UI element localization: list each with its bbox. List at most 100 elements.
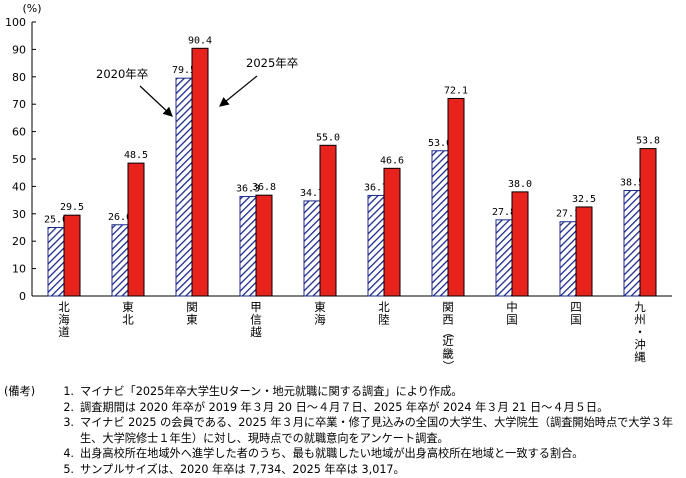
note-number: 2. — [63, 400, 74, 414]
data-label: 36.8 — [252, 182, 276, 193]
bar-series1 — [431, 150, 449, 297]
data-label: 72.1 — [444, 85, 468, 96]
data-label: 55.0 — [316, 132, 340, 143]
bar-series2 — [575, 206, 593, 297]
category-label: 北陸 — [378, 300, 390, 327]
svg-text:九: 九 — [634, 300, 646, 314]
note-number: 3. — [63, 416, 74, 430]
note-number: 5. — [63, 462, 74, 476]
bars: 25.0 29.5 26.0 48.5 79.5 90.4 36.336.8 34.7 55.0… — [44, 35, 660, 297]
data-label: 36.7 — [364, 182, 388, 193]
note-text: 調査期間は 2020 年卒が 2019 年３月 20 日～４月７日、2025 年… — [80, 400, 609, 414]
note-text: マイナビ 2025 の会員である、2025 年３月に卒業・修了見込みの全国の大学… — [80, 416, 674, 445]
y-tick-label: 20 — [12, 235, 26, 248]
y-tick-label: 70 — [12, 98, 26, 111]
y-tick-label: 80 — [12, 71, 26, 84]
annotations: 2020年卒 2025年卒 — [96, 56, 298, 117]
svg-text:東: 東 — [186, 313, 198, 327]
category-label: 北海道 — [58, 300, 70, 339]
annotation-2025-arrow — [219, 75, 258, 107]
note-5: 5. サンプルサイズは、2020 年卒は 7,734、2025 年卒は 3,01… — [4, 462, 684, 478]
annotation-2025: 2025年卒 — [246, 56, 298, 70]
data-label: 48.5 — [124, 150, 148, 161]
category-label: 甲信越 — [250, 300, 262, 339]
bar-series1 — [303, 200, 321, 297]
bar-series1 — [495, 219, 513, 297]
svg-text:東: 東 — [122, 300, 134, 314]
data-label: 90.4 — [188, 35, 212, 46]
svg-text:近: 近 — [442, 334, 454, 348]
note-4: 4. 出身高校所在地域外へ進学した者のうち、最も就職したい地域が出身高校所在地域… — [4, 446, 684, 462]
data-label: 46.6 — [380, 155, 404, 166]
data-label: 53.0 — [428, 138, 452, 149]
bar-series1 — [175, 77, 193, 297]
category-label: 関東 — [186, 300, 198, 327]
data-label: 32.5 — [572, 194, 596, 205]
svg-text:中: 中 — [506, 300, 518, 314]
bar-series2 — [255, 194, 273, 297]
svg-text:関: 関 — [442, 300, 454, 314]
svg-text:道: 道 — [58, 325, 70, 339]
note-text: 出身高校所在地域外へ進学した者のうち、最も就職したい地域が出身高校所在地域と一致… — [80, 447, 584, 461]
y-tick-label: 90 — [12, 43, 26, 56]
data-label: 38.0 — [508, 179, 532, 190]
category-label: 東海 — [314, 300, 326, 327]
svg-text:東: 東 — [314, 300, 326, 314]
svg-text:関: 関 — [186, 300, 198, 314]
svg-text:越: 越 — [250, 325, 262, 339]
bar-series1 — [47, 227, 65, 297]
note-2: 2. 調査期間は 2020 年卒が 2019 年３月 20 日～４月７日、202… — [4, 400, 684, 416]
bar-series1 — [367, 194, 385, 297]
note-1: (備考) 1. マイナビ「2025年卒大学生Uターン・地元就職に関する調査」によ… — [4, 384, 684, 400]
note-number: 1. — [63, 385, 74, 398]
svg-text:海: 海 — [314, 313, 326, 327]
data-label: 25.0 — [44, 215, 68, 226]
category-label: 九州・沖縄 — [634, 300, 646, 364]
svg-text:国: 国 — [506, 313, 518, 327]
svg-text:（: （ — [441, 326, 455, 338]
svg-text:北: 北 — [378, 300, 390, 314]
note-3: 3. マイナビ 2025 の会員である、2025 年３月に卒業・修了見込みの全国… — [4, 415, 684, 446]
svg-text:・: ・ — [634, 325, 646, 339]
annotation-2020: 2020年卒 — [96, 67, 148, 81]
bar-series2 — [383, 167, 401, 297]
bar-series2 — [191, 47, 209, 297]
category-label: 中国 — [506, 300, 518, 327]
data-label: 26.0 — [108, 212, 132, 223]
bar-series2 — [127, 162, 145, 297]
svg-text:西: 西 — [442, 313, 454, 327]
data-label: 36.3 — [236, 184, 260, 195]
y-tick-label: 10 — [12, 263, 26, 276]
category-label: 関西（近畿） — [441, 300, 455, 372]
bar-series2 — [319, 144, 337, 297]
svg-text:州: 州 — [634, 313, 646, 327]
bar-series2 — [511, 191, 529, 297]
note-text: マイナビ「2025年卒大学生Uターン・地元就職に関する調査」により作成。 — [80, 385, 463, 398]
data-label: 27.8 — [492, 207, 516, 218]
category-label: 四国 — [570, 300, 582, 327]
svg-text:北: 北 — [122, 313, 134, 327]
y-tick-label: 50 — [12, 153, 26, 166]
bar-series1 — [239, 196, 257, 297]
bar-series1 — [623, 190, 641, 297]
svg-text:沖: 沖 — [634, 338, 646, 352]
data-label: 29.5 — [60, 202, 84, 213]
y-tick-label: 60 — [12, 126, 26, 139]
svg-text:陸: 陸 — [378, 313, 390, 327]
note-number: 4. — [63, 447, 74, 461]
svg-text:海: 海 — [58, 313, 70, 327]
notes-section: (備考) 1. マイナビ「2025年卒大学生Uターン・地元就職に関する調査」によ… — [4, 384, 684, 478]
bar-chart: (%) 0 10 20 30 40 50 60 70 80 90 100 25.0 29.5 26.0 4… — [5, 2, 672, 372]
svg-text:）: ） — [441, 360, 455, 372]
y-axis-unit-label: (%) — [22, 2, 41, 15]
svg-text:畿: 畿 — [442, 347, 454, 361]
data-label: 38.5 — [620, 178, 644, 189]
category-label: 東北 — [122, 300, 134, 327]
data-label: 79.5 — [172, 65, 196, 76]
svg-text:縄: 縄 — [634, 350, 646, 364]
data-label: 34.7 — [300, 188, 324, 199]
svg-text:北: 北 — [58, 300, 70, 314]
svg-text:四: 四 — [570, 300, 582, 314]
bar-series1 — [111, 224, 129, 297]
